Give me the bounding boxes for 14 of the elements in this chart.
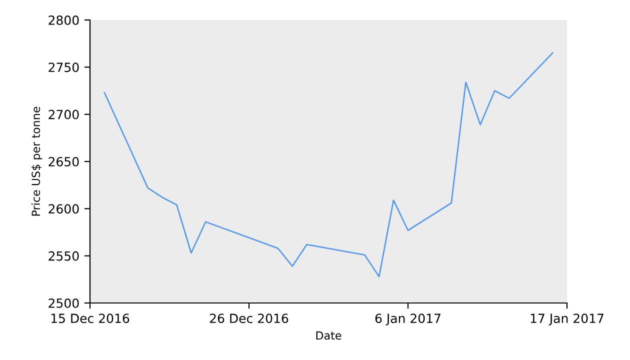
y-tick-label: 2800 (48, 15, 79, 25)
y-tick-label: 2750 (48, 62, 79, 72)
y-tick-label: 2500 (48, 298, 79, 308)
y-tick-label: 2600 (48, 204, 79, 214)
y-tick-label: 2550 (48, 251, 79, 261)
x-tick-label: 26 Dec 2016 (210, 314, 288, 324)
y-tick-label: 2700 (48, 110, 79, 120)
x-tick-label: 17 Jan 2017 (530, 314, 604, 326)
x-tick-label: 6 Jan 2017 (375, 314, 440, 326)
y-tick-label: 2650 (48, 156, 79, 166)
x-tick-label: 15 Dec 2016 (51, 314, 130, 324)
x-axis-title: Date (316, 331, 342, 340)
line-series (104, 52, 554, 278)
y-axis-title: Price US$ per tonne (31, 106, 42, 216)
